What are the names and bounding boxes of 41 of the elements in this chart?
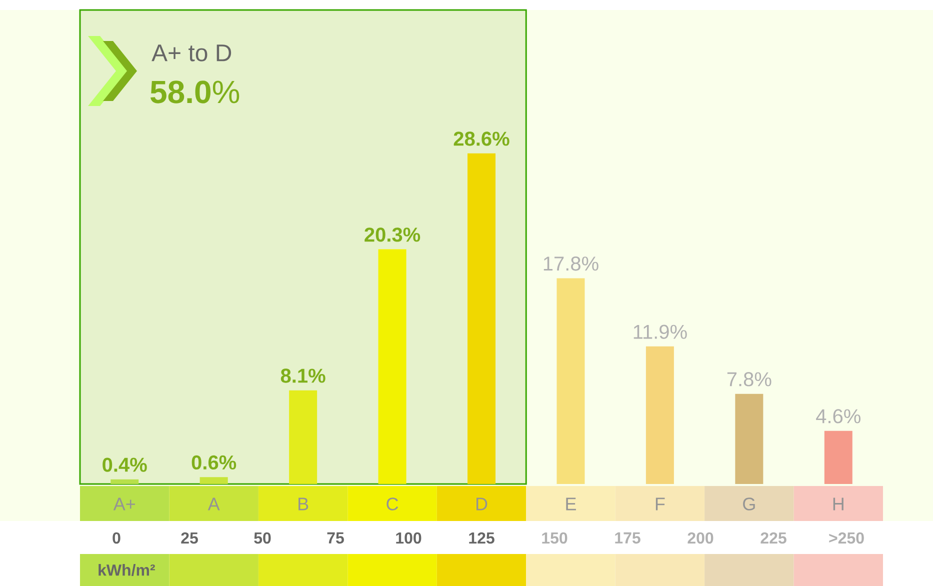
text: A+ to D bbox=[152, 44, 232, 62]
text: >250 bbox=[829, 532, 864, 544]
bar bbox=[110, 479, 139, 484]
data-label: 28.6% bbox=[454, 132, 510, 146]
x-tick-label: A+ bbox=[113, 498, 135, 510]
text: 58.0% bbox=[150, 80, 240, 104]
bar bbox=[556, 278, 585, 484]
x-tick-label: H bbox=[833, 498, 844, 510]
data-label: 11.9% bbox=[634, 324, 687, 339]
text: 50 bbox=[254, 532, 271, 544]
text: 100 bbox=[396, 532, 422, 544]
data-label: 20.3% bbox=[364, 228, 420, 242]
text: 125 bbox=[469, 532, 494, 544]
bar bbox=[646, 346, 674, 484]
text: 25 bbox=[181, 532, 198, 544]
text: 0 bbox=[112, 532, 120, 544]
bar bbox=[289, 390, 318, 484]
bar bbox=[200, 477, 228, 484]
bar bbox=[378, 249, 406, 484]
text: 200 bbox=[688, 532, 714, 544]
bar bbox=[824, 430, 852, 484]
x-tick-label: G bbox=[743, 498, 755, 510]
x-tick-label: E bbox=[566, 498, 576, 510]
x-tick-label: A bbox=[208, 498, 220, 510]
data-label: 0.4% bbox=[102, 458, 147, 472]
bar bbox=[735, 394, 764, 484]
text: 225 bbox=[760, 532, 786, 544]
x-tick-label: D bbox=[476, 498, 488, 510]
text: 150 bbox=[542, 532, 568, 544]
data-label: 8.1% bbox=[280, 368, 326, 383]
text: kWh/m² bbox=[98, 564, 155, 576]
text: 75 bbox=[327, 532, 344, 544]
text: 175 bbox=[615, 532, 640, 544]
data-label: 7.8% bbox=[727, 372, 772, 386]
x-tick-label: C bbox=[386, 498, 398, 510]
x-tick-label: F bbox=[656, 498, 665, 510]
data-label: 4.6% bbox=[816, 409, 860, 424]
data-label: 17.8% bbox=[544, 256, 598, 271]
data-label: 0.6% bbox=[192, 455, 236, 470]
bar bbox=[468, 153, 496, 484]
x-tick-label: B bbox=[298, 498, 308, 510]
